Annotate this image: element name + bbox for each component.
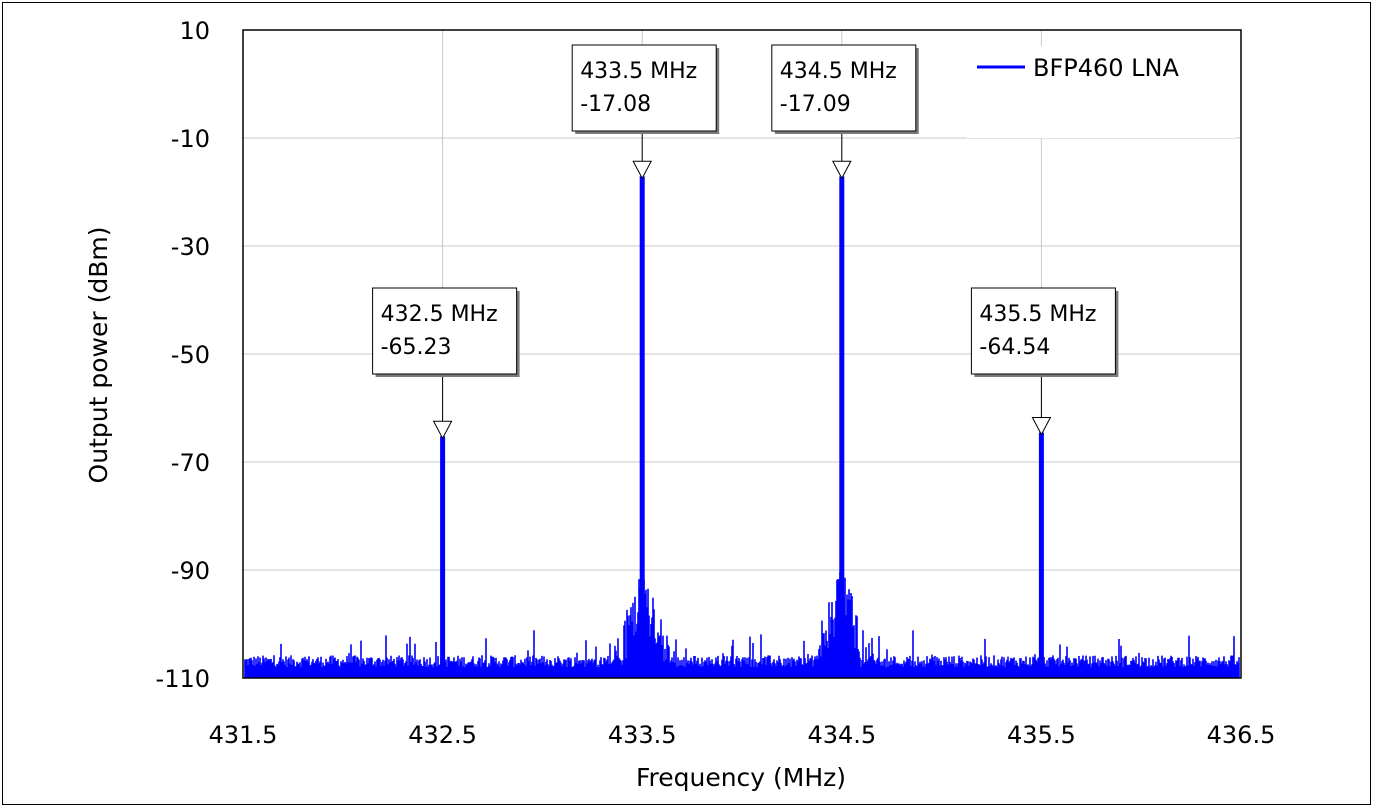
spectrum-trace — [244, 176, 1240, 678]
spectrum-noise — [244, 557, 1240, 678]
marker-value-label: -64.54 — [979, 335, 1050, 360]
marker-frequency-label: 433.5 MHz — [580, 59, 697, 84]
spectrum-peak — [1038, 432, 1044, 678]
plot-area-border — [242, 29, 1242, 679]
spectrum-peak — [440, 436, 446, 678]
x-tick-label: 434.5 — [807, 721, 876, 749]
marker-432.5: 432.5 MHz -65.23 — [372, 287, 520, 440]
marker-value-label: -17.08 — [580, 92, 651, 117]
y-axis-title: Output power (dBm) — [84, 227, 113, 484]
y-tick-label: -70 — [171, 449, 210, 477]
x-tick-label: 435.5 — [1007, 721, 1076, 749]
marker-frequency-label: 432.5 MHz — [381, 302, 498, 327]
marker-433.5: 433.5 MHz -17.08 — [571, 44, 720, 180]
y-tick-label: -90 — [171, 557, 210, 585]
y-tick-label: -30 — [171, 233, 210, 261]
y-tick-label: -110 — [156, 665, 210, 693]
marker-box — [970, 287, 1116, 375]
marker-box — [571, 44, 717, 132]
marker-value-label: -65.23 — [381, 335, 452, 360]
y-tick-label: -50 — [171, 341, 210, 369]
y-tick-label: 10 — [179, 17, 210, 45]
marker-triangle-icon — [432, 420, 453, 440]
marker-frequency-label: 435.5 MHz — [979, 302, 1096, 327]
legend-background — [966, 46, 1236, 138]
x-tick-label: 436.5 — [1207, 721, 1276, 749]
marker-434.5: 434.5 MHz -17.09 — [771, 44, 919, 180]
marker-box — [372, 287, 518, 375]
spectrum-peak — [839, 176, 845, 678]
marker-triangle-icon — [632, 160, 653, 180]
y-tick-label: -10 — [171, 125, 210, 153]
x-tick-label: 433.5 — [608, 721, 677, 749]
x-axis-title: Frequency (MHz) — [636, 763, 846, 792]
x-tick-labels: 431.5 432.5 433.5 434.5 435.5 436.5 — [209, 721, 1276, 749]
legend-label: BFP460 LNA — [1033, 54, 1180, 82]
marker-triangle-icon — [1031, 417, 1052, 436]
x-tick-label: 431.5 — [209, 721, 278, 749]
marker-box — [771, 44, 917, 132]
legend: BFP460 LNA — [966, 46, 1236, 138]
x-tick-label: 432.5 — [408, 721, 477, 749]
spectrum-peak — [639, 176, 645, 678]
marker-value-label: -17.09 — [780, 92, 851, 117]
y-tick-labels: 10 -10 -30 -50 -70 -90 -110 — [156, 17, 210, 693]
marker-triangle-icon — [831, 160, 852, 180]
peak-markers: 432.5 MHz -65.23 433.5 MHz -17.08 434.5 MHz -… — [372, 44, 1119, 440]
marker-frequency-label: 434.5 MHz — [780, 59, 897, 84]
marker-435.5: 435.5 MHz -64.54 — [970, 287, 1119, 436]
